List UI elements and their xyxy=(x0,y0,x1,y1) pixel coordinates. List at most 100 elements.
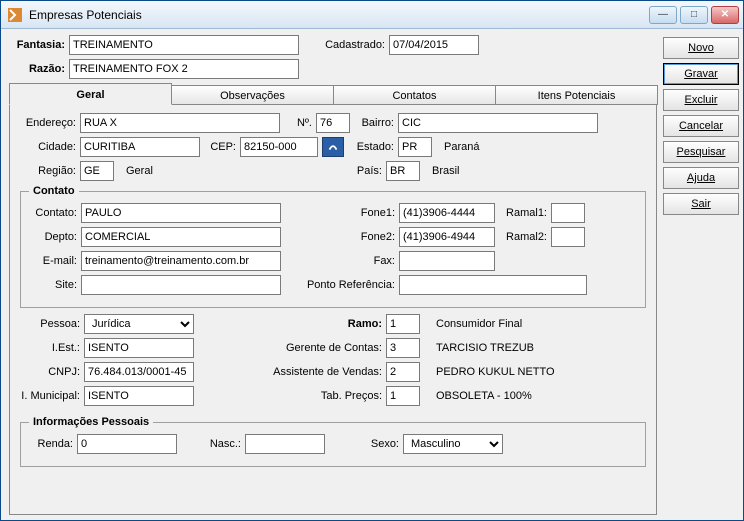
site-input[interactable] xyxy=(81,275,281,295)
fone2-label: Fone2: xyxy=(285,231,395,243)
side-buttons: Novo Gravar Excluir Cancelar Pesquisar A… xyxy=(663,35,739,516)
minimize-button[interactable]: — xyxy=(649,6,677,24)
bairro-label: Bairro: xyxy=(354,117,394,129)
assist-label: Assistente de Vendas: xyxy=(198,366,382,378)
ramo-label: Ramo: xyxy=(198,318,382,330)
renda-input[interactable] xyxy=(77,434,177,454)
email-input[interactable] xyxy=(81,251,281,271)
renda-label: Renda: xyxy=(29,438,73,450)
fone1-label: Fone1: xyxy=(285,207,395,219)
razao-input[interactable] xyxy=(69,59,299,79)
pessoa-select[interactable]: Jurídica xyxy=(84,314,194,334)
tab-panel-geral: Endereço: Nº. Bairro: Cidade: CEP: Estad… xyxy=(9,104,657,515)
contato-input[interactable] xyxy=(81,203,281,223)
regiao-input[interactable] xyxy=(80,161,114,181)
cadastrado-label: Cadastrado: xyxy=(315,39,385,51)
sexo-select[interactable]: Masculino xyxy=(403,434,503,454)
close-button[interactable]: ✕ xyxy=(711,6,739,24)
ponto-input[interactable] xyxy=(399,275,587,295)
cep-label: CEP: xyxy=(204,141,236,153)
cidade-row: Cidade: CEP: Estado: Paraná xyxy=(20,137,646,157)
assist-input[interactable] xyxy=(386,362,420,382)
pesquisar-button[interactable]: Pesquisar xyxy=(663,141,739,163)
tab-observacoes[interactable]: Observações xyxy=(171,85,334,105)
gravar-button[interactable]: Gravar xyxy=(663,63,739,85)
gerente-nome: TARCISIO TREZUB xyxy=(424,342,534,354)
site-label: Site: xyxy=(29,279,77,291)
maximize-button[interactable]: □ xyxy=(680,6,708,24)
pais-label: País: xyxy=(182,165,382,177)
header-row-2: Razão: xyxy=(9,59,657,79)
fax-label: Fax: xyxy=(285,255,395,267)
pais-nome: Brasil xyxy=(424,165,484,177)
client-area: Fantasia: Cadastrado: Razão: Geral Obser… xyxy=(1,29,743,520)
main-area: Fantasia: Cadastrado: Razão: Geral Obser… xyxy=(9,35,657,516)
tab-label: Tab. Preços: xyxy=(198,390,382,402)
cancelar-button[interactable]: Cancelar xyxy=(663,115,739,137)
cadastrado-input[interactable] xyxy=(389,35,479,55)
no-input[interactable] xyxy=(316,113,350,133)
app-window: Empresas Potenciais — □ ✕ Fantasia: Cada… xyxy=(0,0,744,521)
nasc-input[interactable] xyxy=(245,434,325,454)
titlebar: Empresas Potenciais — □ ✕ xyxy=(1,1,743,29)
endereco-row: Endereço: Nº. Bairro: xyxy=(20,113,646,133)
contato-label: Contato: xyxy=(29,207,77,219)
imun-label: I. Municipal: xyxy=(20,390,80,402)
tab-strip: Geral Observações Contatos Itens Potenci… xyxy=(9,83,657,105)
ramo-nome: Consumidor Final xyxy=(424,318,522,330)
excluir-button[interactable]: Excluir xyxy=(663,89,739,111)
endereco-label: Endereço: xyxy=(20,117,76,129)
window-title: Empresas Potenciais xyxy=(29,8,649,22)
ramal2-input[interactable] xyxy=(551,227,585,247)
regiao-nome: Geral xyxy=(118,165,178,177)
app-icon xyxy=(7,7,23,23)
depto-label: Depto: xyxy=(29,231,77,243)
depto-input[interactable] xyxy=(81,227,281,247)
contato-group: Contato Contato: Fone1: Ramal1: Depto: F… xyxy=(20,185,646,308)
fax-input[interactable] xyxy=(399,251,495,271)
cnpj-label: CNPJ: xyxy=(20,366,80,378)
ramal2-label: Ramal2: xyxy=(499,231,547,243)
fantasia-input[interactable] xyxy=(69,35,299,55)
tab-input[interactable] xyxy=(386,386,420,406)
window-controls: — □ ✕ xyxy=(649,6,739,24)
tab-contatos[interactable]: Contatos xyxy=(333,85,496,105)
nasc-label: Nasc.: xyxy=(181,438,241,450)
gerente-label: Gerente de Contas: xyxy=(198,342,382,354)
gerente-input[interactable] xyxy=(386,338,420,358)
pais-input[interactable] xyxy=(386,161,420,181)
fone1-input[interactable] xyxy=(399,203,495,223)
assist-nome: PEDRO KUKUL NETTO xyxy=(424,366,555,378)
fantasia-label: Fantasia: xyxy=(9,39,65,51)
cep-lookup-icon[interactable] xyxy=(322,137,344,157)
estado-input[interactable] xyxy=(398,137,432,157)
iest-input[interactable] xyxy=(84,338,194,358)
regiao-row: Região: Geral País: Brasil xyxy=(20,161,646,181)
bairro-input[interactable] xyxy=(398,113,598,133)
ramal1-label: Ramal1: xyxy=(499,207,547,219)
novo-button[interactable]: Novo xyxy=(663,37,739,59)
tab-geral[interactable]: Geral xyxy=(9,83,172,105)
regiao-label: Região: xyxy=(20,165,76,177)
ajuda-button[interactable]: Ajuda xyxy=(663,167,739,189)
header-row-1: Fantasia: Cadastrado: xyxy=(9,35,657,55)
cnpj-input[interactable] xyxy=(84,362,194,382)
tab-itens[interactable]: Itens Potenciais xyxy=(495,85,658,105)
pessoais-legend: Informações Pessoais xyxy=(29,416,153,428)
sair-button[interactable]: Sair xyxy=(663,193,739,215)
estado-nome: Paraná xyxy=(436,141,496,153)
razao-label: Razão: xyxy=(9,63,65,75)
imun-input[interactable] xyxy=(84,386,194,406)
sexo-label: Sexo: xyxy=(329,438,399,450)
tab-nome: OBSOLETA - 100% xyxy=(424,390,532,402)
cep-input[interactable] xyxy=(240,137,318,157)
pessoais-group: Informações Pessoais Renda: Nasc.: Sexo:… xyxy=(20,416,646,467)
email-label: E-mail: xyxy=(29,255,77,267)
endereco-input[interactable] xyxy=(80,113,280,133)
ramo-input[interactable] xyxy=(386,314,420,334)
cidade-input[interactable] xyxy=(80,137,200,157)
ramal1-input[interactable] xyxy=(551,203,585,223)
pessoa-label: Pessoa: xyxy=(20,318,80,330)
fone2-input[interactable] xyxy=(399,227,495,247)
cidade-label: Cidade: xyxy=(20,141,76,153)
